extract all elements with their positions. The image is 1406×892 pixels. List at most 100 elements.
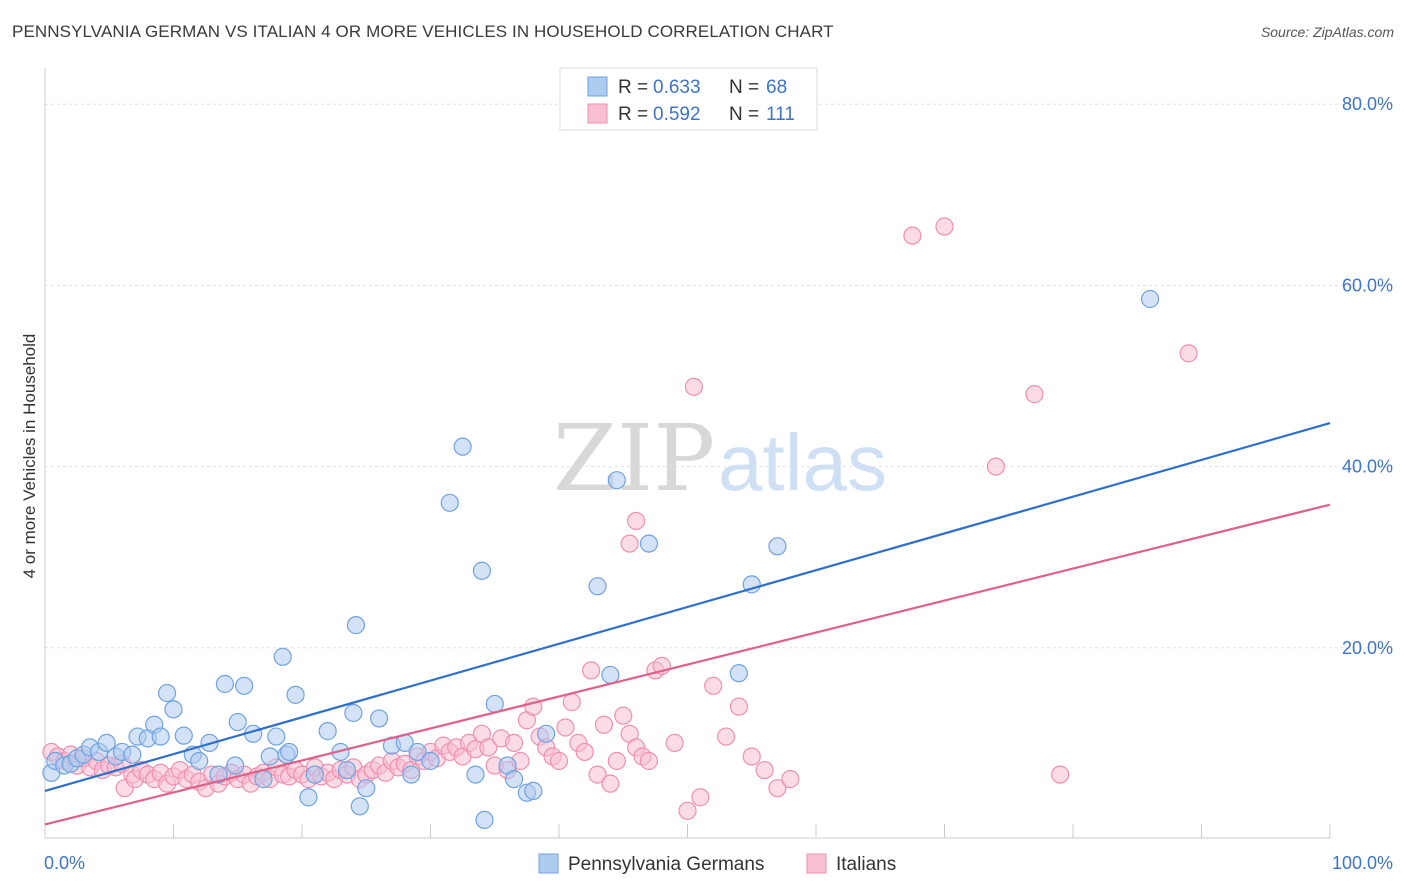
pennsylvania-germans-point [346, 616, 366, 635]
pennsylvania-germans-points [42, 289, 1160, 829]
x-tick-label-min: 0.0% [44, 853, 85, 873]
y-tick-label: 40.0% [1342, 457, 1393, 477]
series-legend: Pennsylvania Germans Italians [538, 853, 896, 875]
italians-point [607, 751, 626, 771]
italians-point [575, 742, 594, 762]
italians-point [549, 751, 569, 771]
pennsylvania-germans-point [97, 733, 116, 752]
italians-point [742, 747, 761, 766]
pennsylvania-germans-point [768, 537, 787, 556]
watermark-atlas: atlas [718, 418, 887, 507]
pennsylvania-germans-point [273, 647, 292, 666]
chart-source: Source: ZipAtlas.com [1260, 24, 1394, 40]
pennsylvania-germans-point [151, 727, 170, 746]
pennsylvania-germans-point [357, 779, 376, 798]
pennsylvania-germans-point [228, 712, 247, 732]
pennsylvania-germans-point [260, 747, 279, 766]
series-legend-swatch-blue [538, 853, 559, 874]
italians-point [562, 693, 581, 712]
pennsylvania-germans-trend-line [44, 422, 1331, 792]
trend-lines [44, 422, 1331, 826]
legend-swatch-pink [587, 103, 608, 124]
legend-n-value: 111 [766, 104, 795, 125]
italians-point [582, 661, 601, 680]
pennsylvania-germans-point [254, 770, 273, 789]
pennsylvania-germans-point [524, 781, 543, 800]
italians-point [588, 765, 607, 784]
stats-legend: R = 0.633 N = 68 R = 0.592 N = 111 [559, 67, 818, 131]
italians-points [42, 217, 1198, 820]
italians-point [594, 715, 614, 734]
pennsylvania-germans-point [466, 765, 485, 784]
pennsylvania-germans-point [209, 765, 228, 784]
italians-point [626, 511, 646, 531]
pennsylvania-germans-point [337, 760, 357, 780]
chart-title: PENNSYLVANIA GERMAN VS ITALIAN 4 OR MORE… [12, 22, 834, 41]
pennsylvania-germans-point [453, 437, 472, 456]
italians-point [639, 751, 659, 771]
pennsylvania-germans-point [305, 765, 324, 784]
italians-point [665, 733, 684, 752]
italians-point [935, 217, 954, 236]
pennsylvania-germans-point [174, 726, 193, 745]
x-tick-label-max: 100.0% [1332, 853, 1393, 873]
italians-point [903, 226, 922, 245]
pennsylvania-germans-point [164, 700, 183, 719]
y-axis-label: 4 or more Vehicles in Household [20, 334, 39, 579]
pennsylvania-germans-point [267, 727, 286, 746]
italians-point [729, 697, 749, 716]
legend-swatch-blue [587, 76, 608, 97]
legend-n-value: 68 [766, 77, 787, 98]
pennsylvania-germans-point [475, 810, 494, 829]
pennsylvania-germans-point [299, 788, 318, 807]
y-tick-label: 20.0% [1342, 638, 1393, 658]
stats-legend-row-blue: R = 0.633 N = 68 [587, 76, 787, 98]
pennsylvania-germans-point [286, 685, 305, 704]
pennsylvania-germans-point [226, 756, 245, 775]
axes [44, 68, 1331, 839]
italians-trend-line [44, 503, 1331, 826]
y-tick-label: 60.0% [1342, 275, 1393, 295]
pennsylvania-germans-point [421, 751, 440, 771]
pennsylvania-germans-point [729, 664, 749, 683]
pennsylvania-germans-point [742, 575, 761, 594]
watermark-zip: ZIP [553, 405, 715, 512]
italians-point [781, 770, 800, 789]
italians-point [704, 676, 723, 695]
legend-n-label: N = [729, 104, 759, 125]
italians-point [986, 457, 1006, 476]
pennsylvania-germans-point [235, 676, 254, 695]
legend-r-value: 0.592 [653, 104, 701, 125]
pennsylvania-germans-point [537, 724, 556, 743]
series-legend-swatch-pink [806, 853, 827, 874]
italians-point [1025, 385, 1044, 404]
legend-r-value: 0.633 [653, 77, 701, 98]
pennsylvania-germans-point [370, 709, 389, 728]
italians-point [504, 733, 524, 752]
italians-point [479, 738, 498, 757]
pennsylvania-germans-point [440, 493, 459, 512]
pennsylvania-germans-point [504, 770, 524, 789]
pennsylvania-germans-point [472, 561, 491, 580]
italians-point [614, 706, 633, 725]
pennsylvania-germans-point [280, 742, 299, 762]
italians-point [620, 534, 639, 553]
italians-point [678, 801, 697, 820]
pennsylvania-germans-point [601, 665, 620, 685]
italians-point [1051, 765, 1070, 784]
series-legend-label-blue: Pennsylvania Germans [568, 854, 764, 875]
pennsylvania-germans-point [408, 742, 427, 762]
pennsylvania-germans-point [639, 534, 659, 553]
watermark: ZIP atlas [553, 405, 887, 512]
y-tick-labels: 20.0% 40.0% 60.0% 80.0% [1342, 94, 1393, 658]
italians-point [768, 779, 787, 798]
pennsylvania-germans-point [123, 745, 142, 764]
italians-point [691, 788, 710, 807]
pennsylvania-germans-point [588, 577, 607, 596]
pennsylvania-germans-point [190, 751, 209, 771]
y-tick-label: 80.0% [1342, 94, 1393, 114]
italians-point [601, 774, 620, 793]
series-legend-label-pink: Italians [836, 854, 896, 875]
pennsylvania-germans-point [318, 722, 337, 741]
